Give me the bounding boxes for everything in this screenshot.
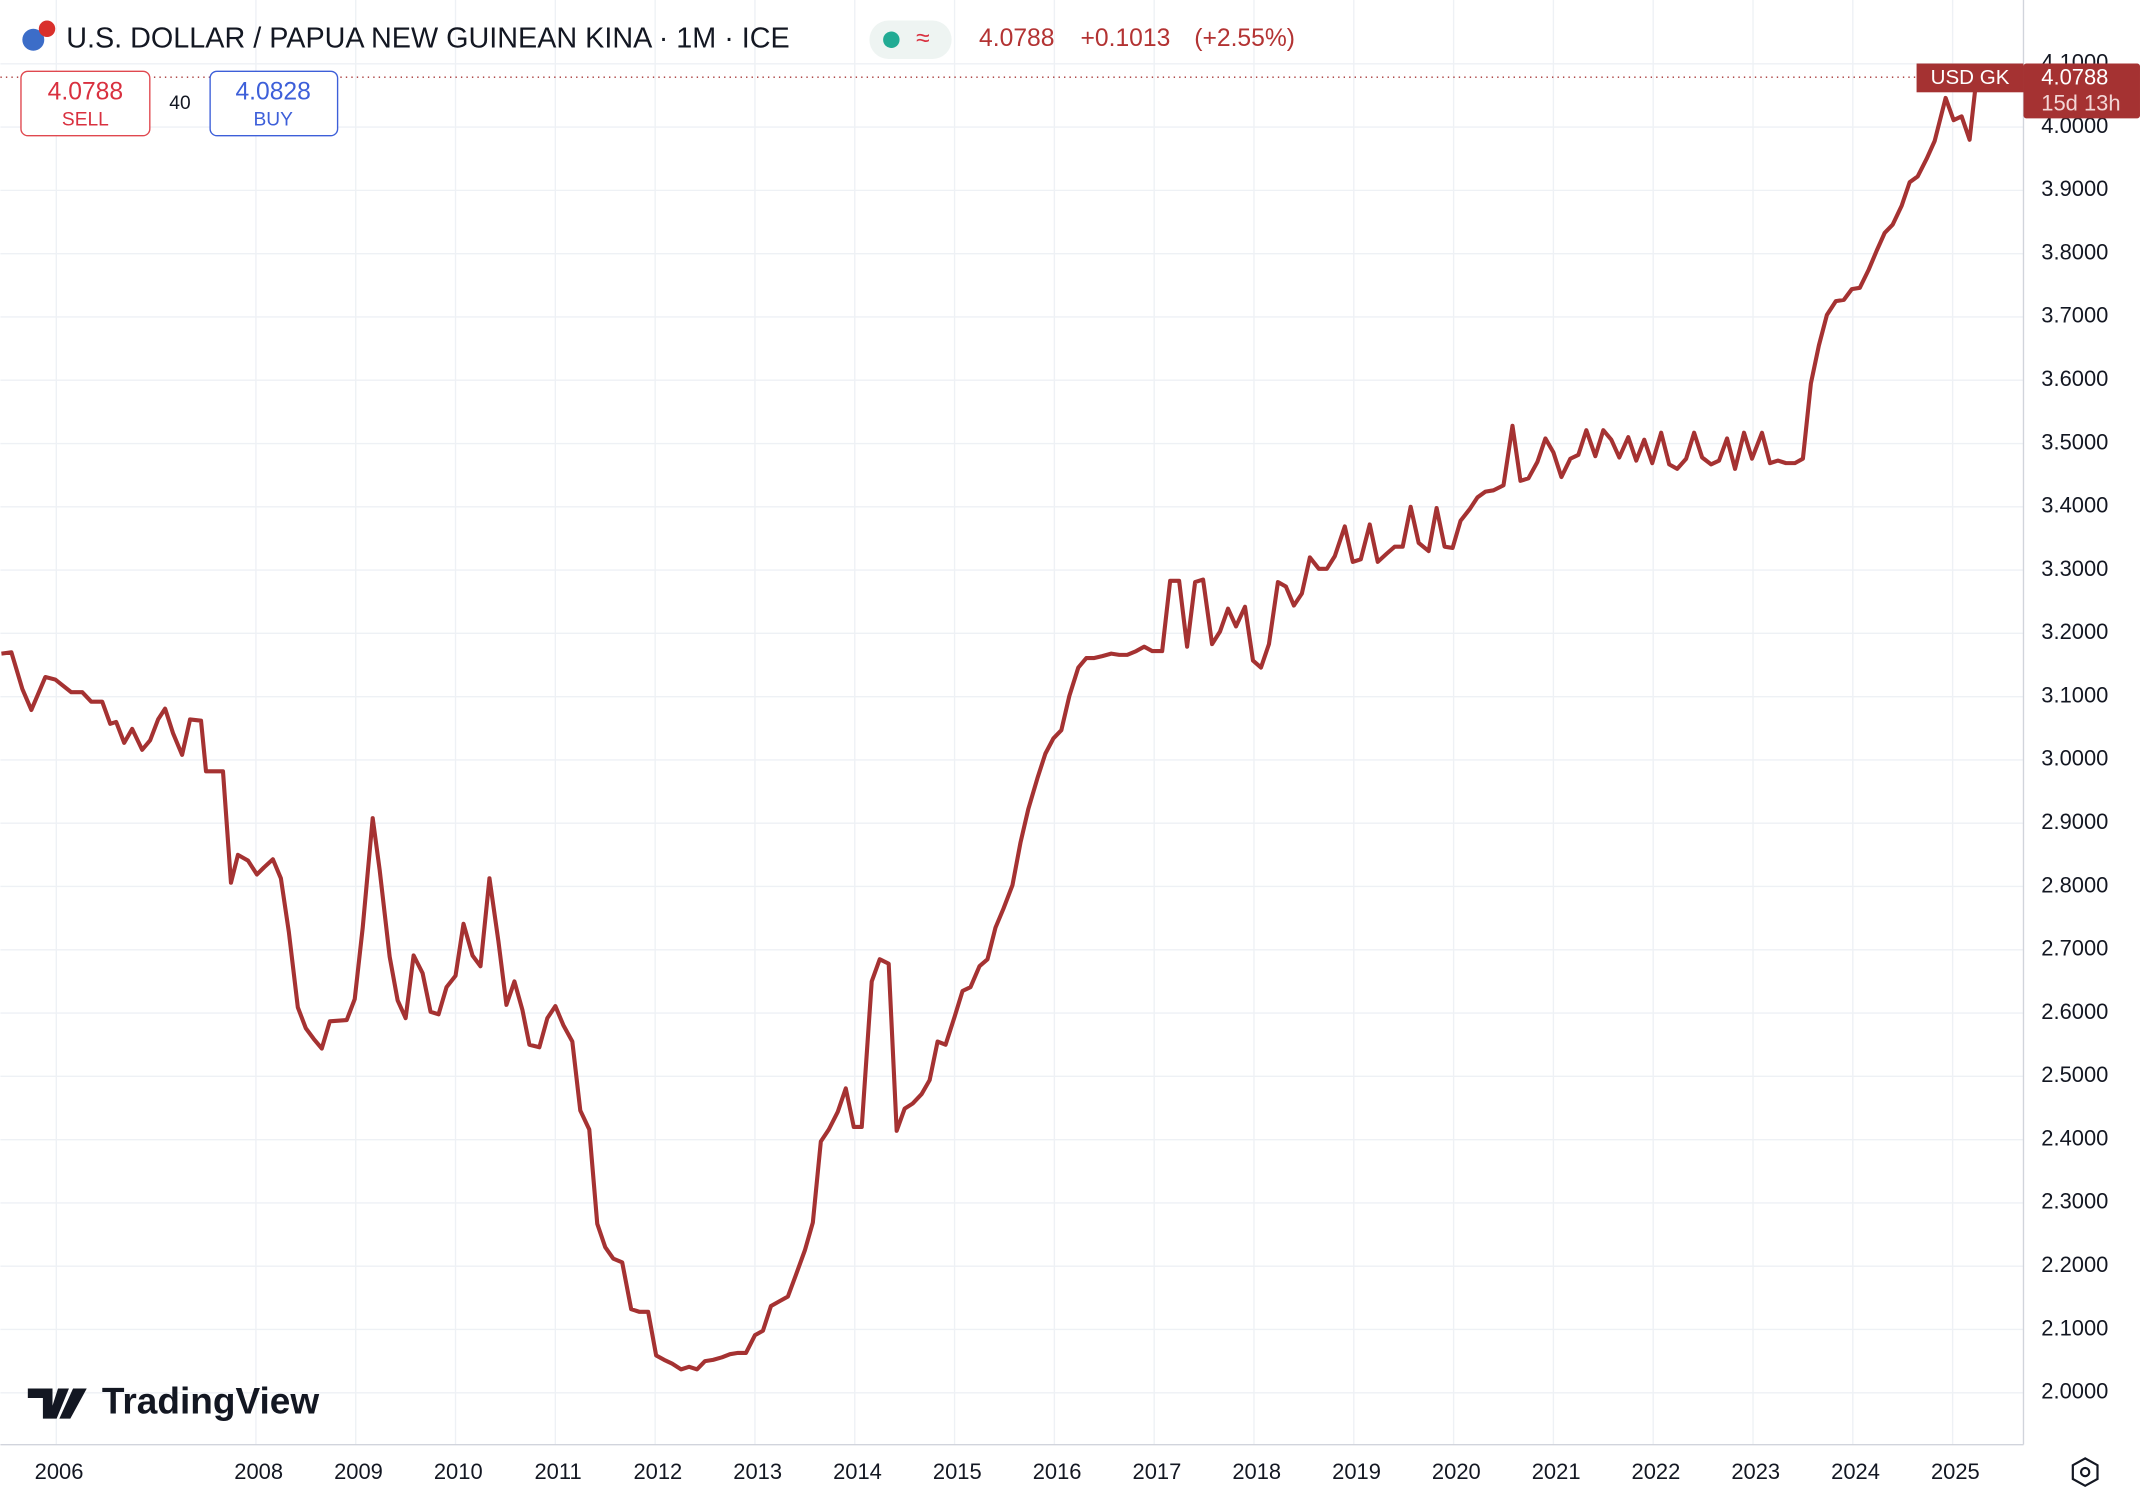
logo-text: TradingView — [102, 1380, 319, 1421]
buy-price: 4.0828 — [235, 79, 310, 106]
y-tick-label: 2.0000 — [2041, 1379, 2108, 1404]
spread: 40 — [169, 93, 190, 114]
flag-icon — [38, 20, 56, 38]
x-tick-label: 2017 — [1133, 1459, 1182, 1484]
y-tick-label: 3.7000 — [2041, 303, 2108, 328]
x-tick-label: 2018 — [1232, 1459, 1281, 1484]
y-tick-label: 3.2000 — [2041, 619, 2108, 644]
x-tick-label: 2022 — [1632, 1459, 1681, 1484]
market-status — [883, 31, 900, 48]
y-tick-label: 3.9000 — [2041, 176, 2108, 201]
y-tick-label: 3.6000 — [2041, 366, 2108, 391]
symbol-tag-text: USD GK — [1931, 66, 2010, 89]
x-tick-label: 2014 — [833, 1459, 882, 1484]
settings-icon — [2079, 1466, 2091, 1478]
y-tick-label: 3.8000 — [2041, 239, 2108, 264]
logo-mark — [27, 1388, 87, 1419]
buy-button[interactable] — [209, 70, 339, 137]
price-tag-time: 15d 13h — [2041, 90, 2120, 115]
sell-price: 4.0788 — [48, 79, 123, 106]
price-tag-value: 4.0788 — [2041, 64, 2108, 89]
grid — [0, 0, 2024, 1445]
price-tag — [2023, 63, 2140, 119]
y-tick-label: 2.8000 — [2041, 872, 2108, 897]
y-tick-label: 2.5000 — [2041, 1062, 2108, 1087]
status-icon: ≈ — [916, 25, 930, 52]
x-tick-label: 2010 — [434, 1459, 483, 1484]
y-tick-label: 2.4000 — [2041, 1125, 2108, 1150]
x-tick-label: 2021 — [1532, 1459, 1581, 1484]
y-tick-label: 2.7000 — [2041, 936, 2108, 961]
x-tick-label: 2013 — [733, 1459, 782, 1484]
y-tick-label: 2.1000 — [2041, 1315, 2108, 1340]
x-tick-label: 2009 — [334, 1459, 383, 1484]
y-tick-label: 3.0000 — [2041, 746, 2108, 771]
last-price: 4.0788 — [979, 25, 1054, 52]
x-tick-label: 2012 — [633, 1459, 682, 1484]
x-tick-label: 2015 — [933, 1459, 982, 1484]
x-tick-label: 2020 — [1432, 1459, 1481, 1484]
plot — [0, 76, 2024, 1372]
sell-button[interactable] — [20, 70, 151, 137]
y-tick-label: 3.5000 — [2041, 429, 2108, 454]
y-tick-label: 2.6000 — [2041, 999, 2108, 1024]
settings-button[interactable] — [2071, 1457, 2099, 1488]
x-tick-label: 2006 — [35, 1459, 84, 1484]
sell-label: SELL — [62, 110, 109, 131]
x-tick-label: 2025 — [1931, 1459, 1980, 1484]
x-tick-label: 2016 — [1033, 1459, 1082, 1484]
status-pill — [869, 20, 952, 59]
x-tick-label: 2011 — [535, 1459, 582, 1484]
y-tick-label: 3.3000 — [2041, 556, 2108, 581]
y-tick-label: 2.9000 — [2041, 809, 2108, 834]
y-tick-label: 3.1000 — [2041, 682, 2108, 707]
flag-icon — [22, 28, 45, 51]
x-tick-label: 2008 — [234, 1459, 283, 1484]
price-line — [1, 76, 1979, 1372]
change: +0.1013 — [1080, 25, 1170, 52]
y-tick-label: 3.4000 — [2041, 493, 2108, 518]
buy-label: BUY — [253, 110, 293, 131]
y-tick-label: 2.3000 — [2041, 1189, 2108, 1214]
x-tick-label: 2024 — [1831, 1459, 1880, 1484]
y-tick-label: 2.2000 — [2041, 1252, 2108, 1277]
change-pct: (+2.55%) — [1194, 25, 1295, 52]
symbol-tag — [1916, 63, 2024, 93]
symbol-title: U.S. DOLLAR / PAPUA NEW GUINEAN KINA · 1… — [66, 22, 790, 54]
x-tick-label: 2023 — [1731, 1459, 1780, 1484]
x-tick-label: 2019 — [1332, 1459, 1381, 1484]
